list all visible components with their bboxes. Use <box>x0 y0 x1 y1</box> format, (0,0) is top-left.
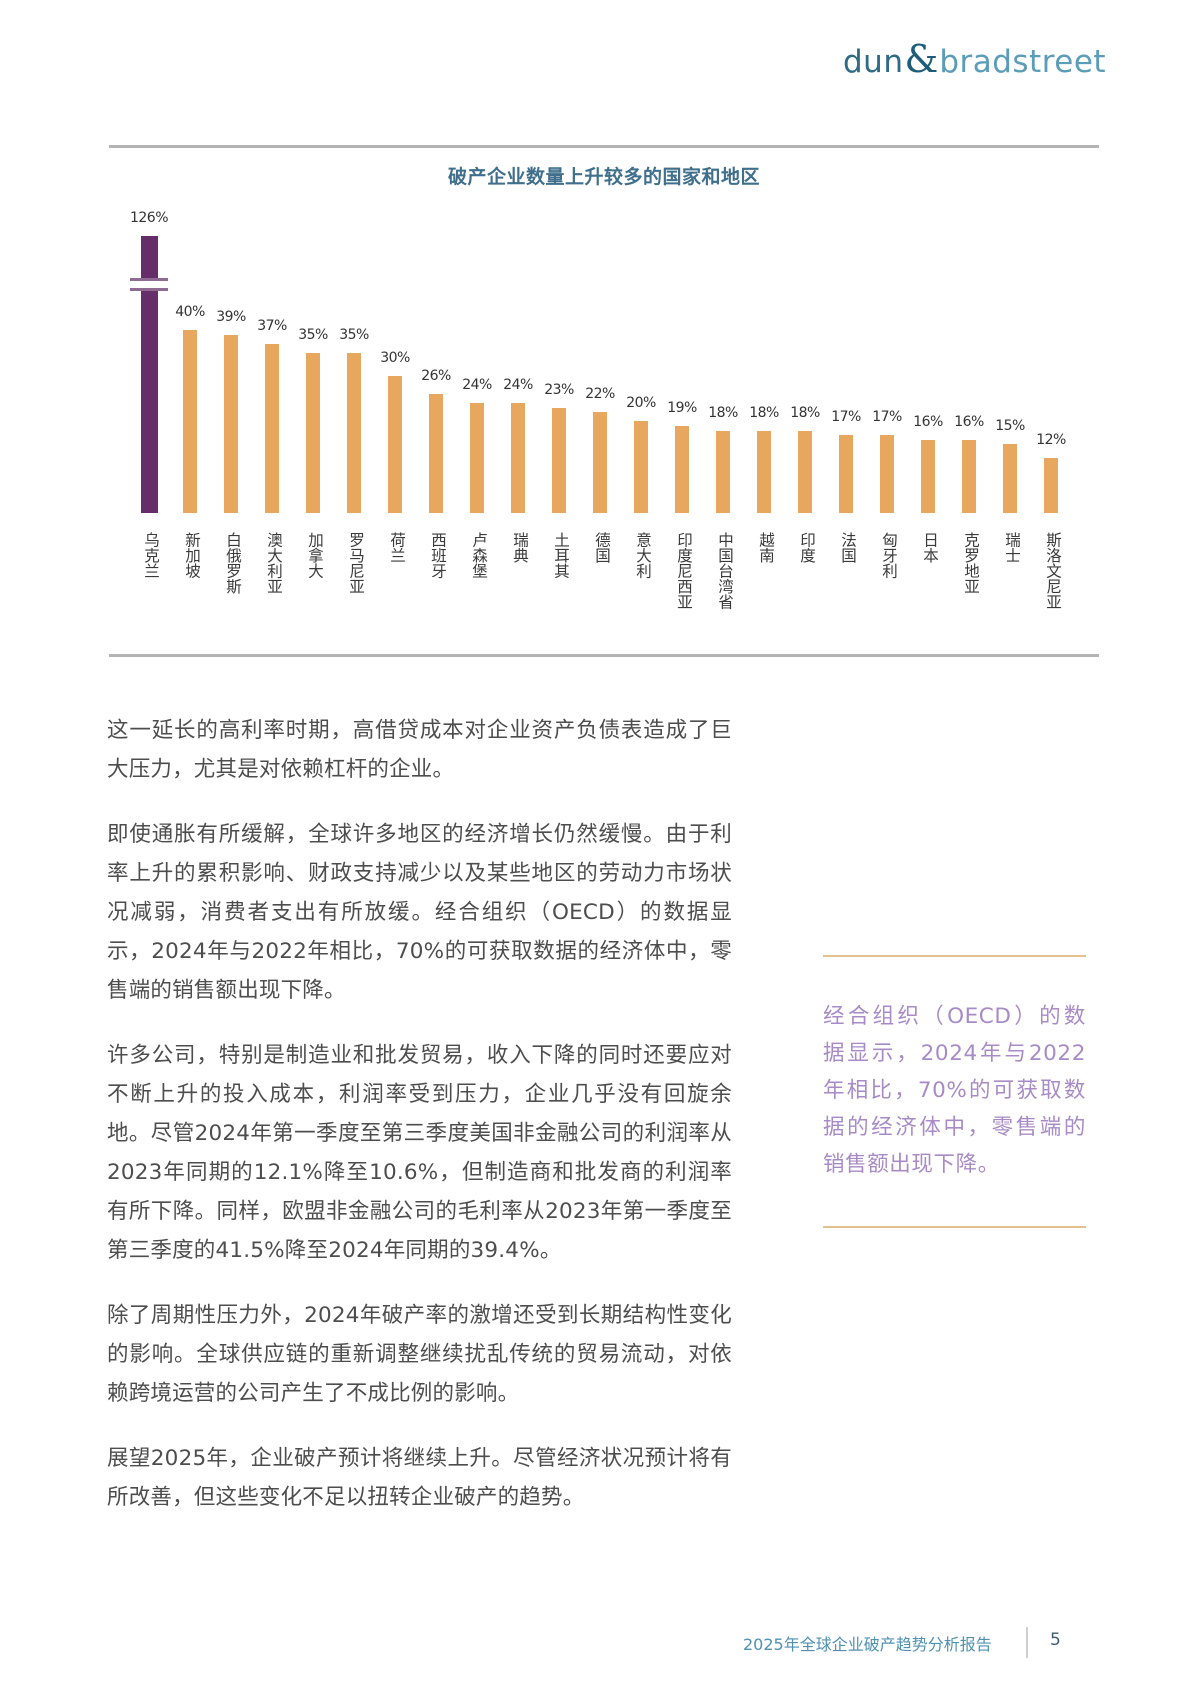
category-label: 中国台湾省 <box>716 532 734 610</box>
bar-value-label: 39% <box>216 309 246 325</box>
bar <box>224 335 238 513</box>
category-label: 白俄罗斯 <box>224 532 242 594</box>
category-label: 乌克兰 <box>142 532 160 579</box>
bar-value-label: 16% <box>913 414 943 430</box>
logo-ampersand-icon: & <box>904 37 939 81</box>
category-label: 意大利 <box>634 532 652 579</box>
category-label: 澳大利亚 <box>265 532 283 594</box>
bar <box>140 236 158 513</box>
category-label: 印度 <box>798 532 816 563</box>
bar-value-label: 24% <box>503 377 533 393</box>
bar-value-label: 24% <box>462 377 492 393</box>
bar <box>716 431 730 513</box>
paragraph-3: 许多公司，特别是制造业和批发贸易，收入下降的同时还要应对不断上升的投入成本，利润… <box>107 1043 732 1263</box>
chart-top-divider <box>109 145 1099 148</box>
bar <box>839 435 853 513</box>
category-label: 克罗地亚 <box>962 532 980 594</box>
bar <box>470 403 484 513</box>
footer-divider <box>1026 1627 1028 1658</box>
bar <box>757 431 771 513</box>
dun-bradstreet-logo: dun & bradstreet <box>843 40 1106 84</box>
chart-bottom-divider <box>109 654 1099 657</box>
bar <box>183 330 197 513</box>
bar-value-label: 20% <box>626 395 656 411</box>
axis-break-mark <box>130 278 168 281</box>
footer-report-title: 2025年全球企业破产趋势分析报告 <box>743 1635 992 1654</box>
category-label: 土耳其 <box>552 532 570 579</box>
bar-value-label: 12% <box>1036 432 1066 448</box>
bar-value-label: 17% <box>872 409 902 425</box>
bar <box>552 408 566 513</box>
axis-break-gap <box>140 281 160 288</box>
paragraph-4: 除了周期性压力外，2024年破产率的激增还受到长期结构性变化的影响。全球供应链的… <box>107 1303 732 1406</box>
bar <box>798 431 812 513</box>
paragraph-5: 展望2025年，企业破产预计将继续上升。尽管经济状况预计将有所改善，但这些变化不… <box>107 1446 732 1510</box>
bar-value-label: 22% <box>585 386 615 402</box>
bar-value-label: 18% <box>749 405 779 421</box>
bar <box>306 353 320 513</box>
category-label: 瑞典 <box>511 532 529 563</box>
bar <box>429 394 443 513</box>
bar-value-label: 19% <box>667 400 697 416</box>
pull-quote: 经合组织（OECD）的数据显示，2024年与2022年相比，70%的可获取数据的… <box>823 1004 1086 1177</box>
bar <box>593 412 607 513</box>
bar <box>921 440 935 513</box>
bar <box>511 403 525 513</box>
bar <box>880 435 894 513</box>
axis-break-mark <box>130 288 168 291</box>
bar-value-label: 17% <box>831 409 861 425</box>
body-text: 这一延长的高利率时期，高借贷成本对企业资产负债表造成了巨大压力，尤其是对依赖杠杆… <box>107 711 732 1543</box>
bar-value-label: 40% <box>175 304 205 320</box>
category-label: 德国 <box>593 532 611 563</box>
category-label: 瑞士 <box>1003 532 1021 563</box>
paragraph-2: 即使通胀有所缓解，全球许多地区的经济增长仍然缓慢。由于利率上升的累积影响、财政支… <box>107 822 732 1003</box>
category-label: 法国 <box>839 532 857 563</box>
category-label: 匈牙利 <box>880 532 898 579</box>
category-label: 罗马尼亚 <box>347 532 365 594</box>
bar <box>347 353 361 513</box>
bar-value-label: 30% <box>380 350 410 366</box>
bar <box>634 421 648 513</box>
category-label: 荷兰 <box>388 532 406 563</box>
chart-title: 破产企业数量上升较多的国家和地区 <box>447 166 760 188</box>
pull-quote-top-divider <box>823 955 1086 957</box>
bar-value-label: 37% <box>257 318 287 334</box>
bar-value-label: 18% <box>790 405 820 421</box>
logo-text-dun: dun <box>843 44 904 80</box>
bar-chart: 126% 乌克兰 40% 新加坡 39% 白俄罗斯 37% 澳大利亚 35% 加拿大 35% 罗马尼亚… <box>0 0 1200 700</box>
category-label: 斯洛文尼亚 <box>1044 532 1062 610</box>
category-label: 加拿大 <box>306 532 324 579</box>
bar <box>388 376 402 513</box>
logo-text-bradstreet: bradstreet <box>939 44 1107 80</box>
category-label: 日本 <box>921 532 939 563</box>
bar-value-label: 23% <box>544 382 574 398</box>
bar <box>1003 444 1017 513</box>
bar-value-label: 15% <box>995 418 1025 434</box>
category-label: 印度尼西亚 <box>675 532 693 610</box>
bar-value-label: 35% <box>298 327 328 343</box>
bar <box>675 426 689 513</box>
paragraph-1: 这一延长的高利率时期，高借贷成本对企业资产负债表造成了巨大压力，尤其是对依赖杠杆… <box>107 718 732 782</box>
bar <box>962 440 976 513</box>
bar-value-label: 126% <box>129 210 169 226</box>
pull-quote-bottom-divider <box>823 1226 1086 1228</box>
page-number: 5 <box>1050 1630 1061 1650</box>
bar <box>265 344 279 513</box>
bar-value-label: 16% <box>954 414 984 430</box>
bar <box>1044 458 1058 513</box>
bar-value-label: 35% <box>339 327 369 343</box>
category-label: 西班牙 <box>429 532 447 579</box>
category-label: 新加坡 <box>183 532 201 579</box>
bar-value-label: 18% <box>708 405 738 421</box>
bar-value-label: 26% <box>421 368 451 384</box>
category-label: 卢森堡 <box>470 532 488 579</box>
category-label: 越南 <box>757 532 775 563</box>
